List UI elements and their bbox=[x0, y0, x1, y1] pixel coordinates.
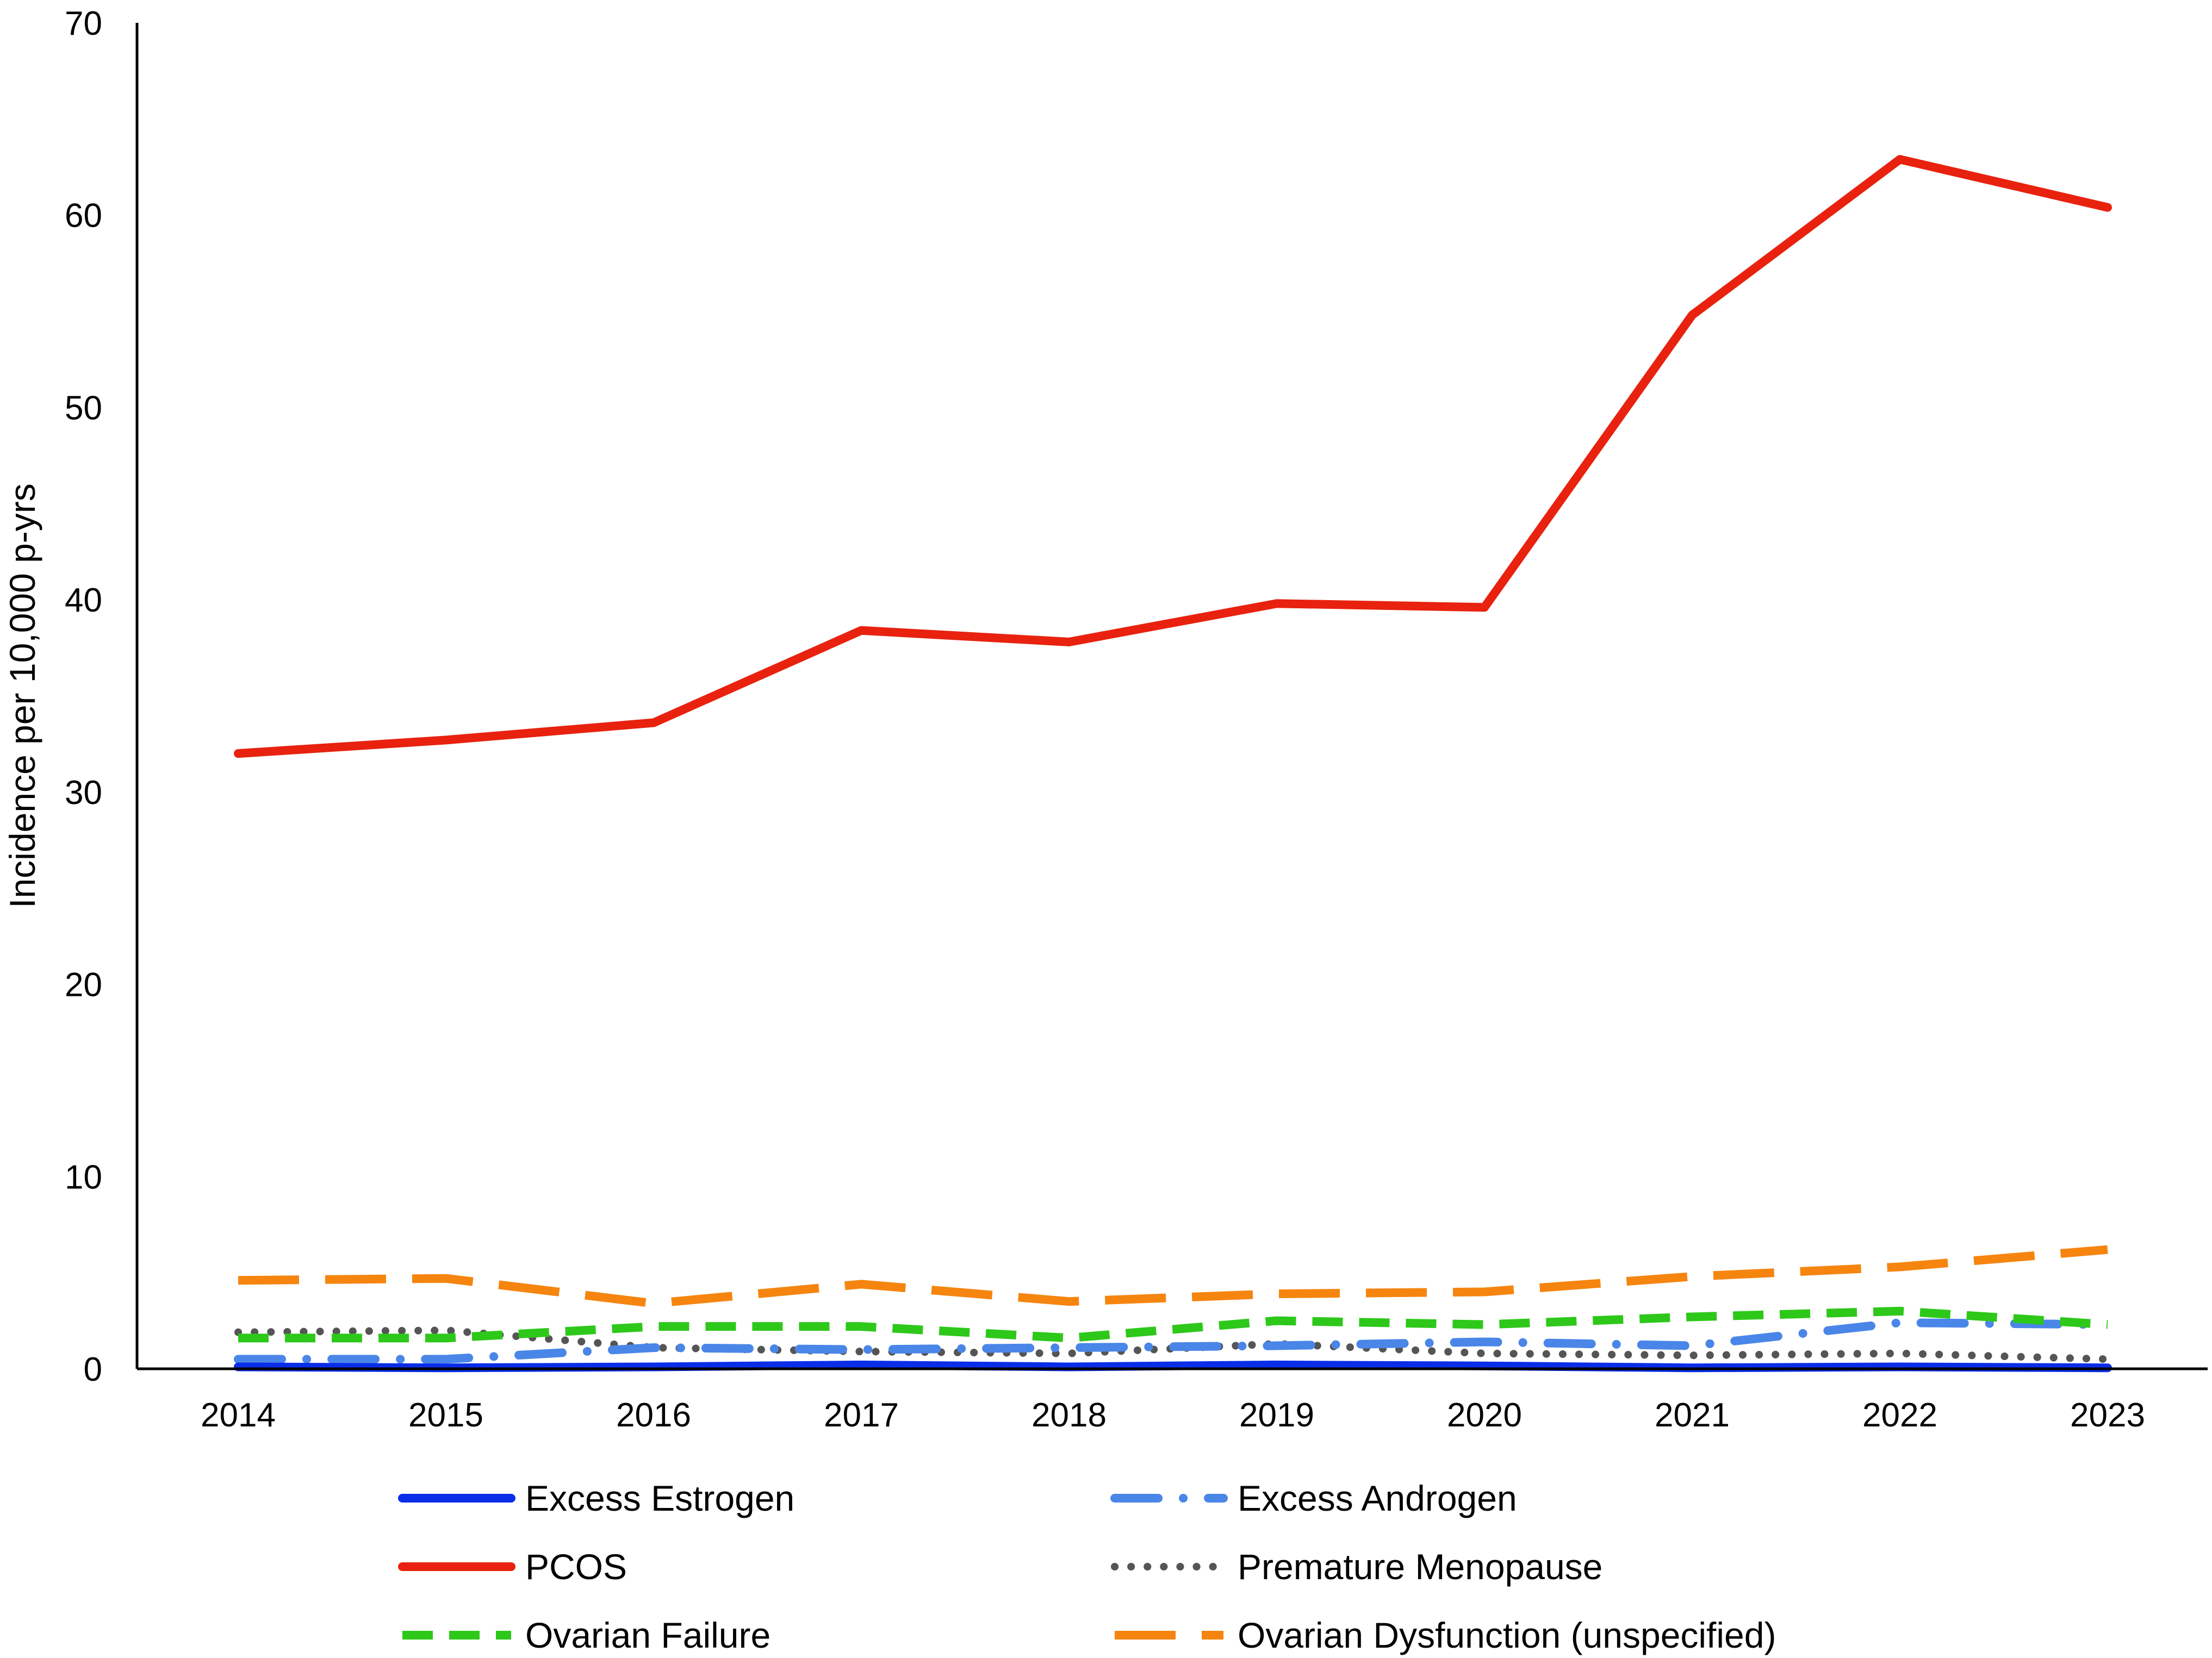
legend-label: PCOS bbox=[525, 1547, 627, 1587]
legend-label: Ovarian Dysfunction (unspecified) bbox=[1238, 1615, 1776, 1655]
legend-item: Ovarian Failure bbox=[402, 1615, 771, 1655]
legend-item: PCOS bbox=[398, 1547, 627, 1587]
legend-label: Ovarian Failure bbox=[525, 1615, 771, 1655]
series-line-ovarian-failure bbox=[238, 1306, 2108, 1343]
series-layer bbox=[234, 155, 2112, 1373]
series-line-excess-androgen bbox=[234, 1318, 2112, 1364]
legend-item: Excess Estrogen bbox=[398, 1478, 794, 1518]
legend-item: Ovarian Dysfunction (unspecified) bbox=[1115, 1615, 1776, 1655]
y-tick-label: 10 bbox=[65, 1158, 102, 1196]
y-tick-label: 40 bbox=[65, 582, 102, 619]
x-tick-label: 2019 bbox=[1239, 1397, 1314, 1434]
y-tick-label: 20 bbox=[65, 967, 102, 1004]
legend-label: Excess Estrogen bbox=[525, 1478, 794, 1518]
x-tick-label: 2015 bbox=[408, 1397, 483, 1434]
y-tick-labels: 0 10 20 30 40 50 60 70 bbox=[65, 5, 102, 1388]
x-tick-label: 2020 bbox=[1447, 1397, 1522, 1434]
x-tick-label: 2017 bbox=[824, 1397, 899, 1434]
x-tick-label: 2018 bbox=[1032, 1397, 1107, 1434]
legend-label: Premature Menopause bbox=[1238, 1547, 1602, 1587]
series-line-excess-estrogen bbox=[234, 1360, 2112, 1373]
y-tick-label: 70 bbox=[65, 5, 102, 42]
x-tick-label: 2023 bbox=[2070, 1397, 2145, 1434]
x-tick-label: 2022 bbox=[1862, 1397, 1937, 1434]
y-axis-title: Incidence per 10,000 p-yrs bbox=[2, 483, 42, 908]
y-tick-label: 30 bbox=[65, 774, 102, 812]
x-tick-label: 2021 bbox=[1655, 1397, 1730, 1434]
legend: Excess Estrogen Excess Androgen PCOS Premat… bbox=[398, 1478, 1776, 1655]
y-tick-label: 0 bbox=[84, 1351, 102, 1388]
series-line-ovarian-dysfunction-unspecified bbox=[238, 1245, 2108, 1308]
legend-item: Premature Menopause bbox=[1111, 1547, 1602, 1587]
x-tick-label: 2014 bbox=[201, 1397, 276, 1434]
x-tick-label: 2016 bbox=[616, 1397, 691, 1434]
legend-item: Excess Androgen bbox=[1110, 1478, 1517, 1518]
series-line-pcos bbox=[234, 155, 2112, 758]
y-tick-label: 60 bbox=[65, 197, 102, 235]
x-tick-labels: 2014 2015 2016 2017 2018 2019 2020 2021 2022 2023 bbox=[201, 1397, 2145, 1434]
y-tick-label: 50 bbox=[65, 389, 102, 427]
legend-label: Excess Androgen bbox=[1238, 1478, 1517, 1518]
